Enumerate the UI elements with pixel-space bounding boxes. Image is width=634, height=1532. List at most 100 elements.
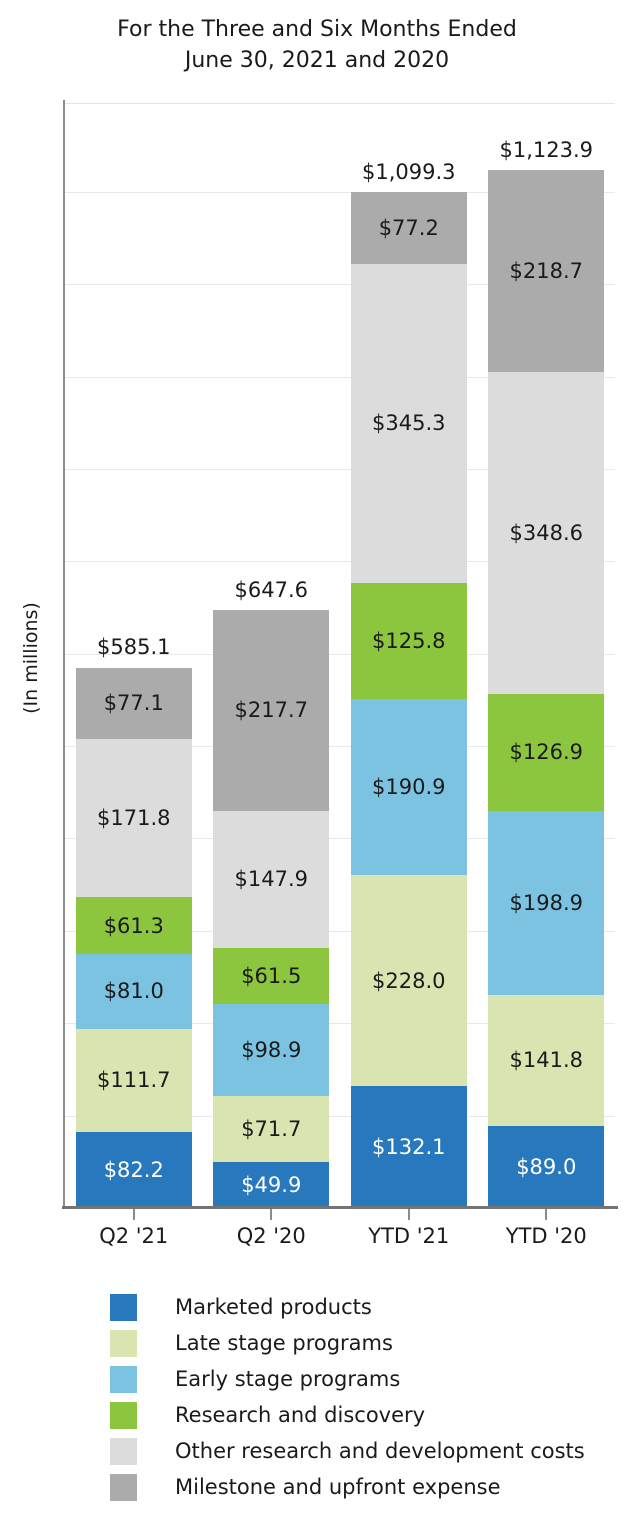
legend-swatch [110, 1437, 137, 1465]
legend-swatch [110, 1473, 137, 1501]
legend-swatch [110, 1329, 137, 1357]
bar-segment: $218.7 [488, 169, 605, 372]
gridline [65, 284, 615, 286]
gridline [65, 191, 615, 193]
chart-title: For the Three and Six Months Ended June … [0, 14, 634, 76]
legend-item: Late stage programs [110, 1325, 585, 1361]
legend-swatch [110, 1365, 137, 1393]
bar: $89.0 $141.8 $198.9 $126.9 $348.6 $218.7 [488, 169, 605, 1208]
bar-segment: $217.7 [213, 609, 330, 811]
bar-total-label: $1,123.9 [499, 137, 594, 162]
x-axis-tick [407, 1209, 410, 1220]
segment-value-label: $345.3 [372, 411, 446, 436]
legend-item-label: Early stage programs [175, 1367, 401, 1391]
legend-item: Early stage programs [110, 1361, 585, 1397]
segment-value-label: $82.2 [103, 1158, 164, 1183]
segment-value-label: $218.7 [509, 258, 583, 283]
bar: $132.1 $228.0 $190.9 $125.8 $345.3 $77.2 [350, 192, 467, 1208]
bar-segment: $348.6 [488, 371, 605, 694]
segment-value-label: $198.9 [509, 890, 583, 915]
legend-item-label: Marketed products [175, 1295, 372, 1319]
segment-value-label: $77.2 [378, 216, 439, 241]
gridline [65, 653, 615, 655]
x-axis-tick [545, 1209, 548, 1220]
bar-segment: $98.9 [213, 1004, 330, 1096]
plot-area: $82.2 $111.7 $81.0 $61.3 $171.8 $77.1 $585.1 $4… [65, 103, 615, 1208]
bar-segment: $141.8 [488, 994, 605, 1126]
chart-title-line2: June 30, 2021 and 2020 [184, 48, 450, 73]
bar-segment: $89.0 [488, 1125, 605, 1208]
y-axis-label: (In millions) [20, 602, 42, 714]
legend-item: Other research and development costs [110, 1433, 585, 1469]
segment-value-label: $190.9 [372, 775, 446, 800]
bar: $82.2 $111.7 $81.0 $61.3 $171.8 $77.1 [75, 667, 192, 1208]
gridline [65, 746, 615, 748]
bar-segment: $198.9 [488, 811, 605, 995]
legend-swatch [110, 1401, 137, 1429]
bar-total-label: $585.1 [97, 635, 171, 660]
bar-segment: $81.0 [75, 954, 192, 1029]
bar-segment: $71.7 [213, 1095, 330, 1162]
x-axis-tick [270, 1209, 273, 1220]
y-axis-spine [63, 100, 65, 1207]
legend-item-label: Other research and development costs [175, 1439, 585, 1463]
segment-value-label: $125.8 [372, 628, 446, 653]
legend-item: Milestone and upfront expense [110, 1469, 585, 1505]
segment-value-label: $61.5 [241, 963, 302, 988]
bar-segment: $49.9 [213, 1161, 330, 1208]
bar-segment: $77.2 [350, 192, 467, 264]
bar-segment: $345.3 [350, 263, 467, 583]
segment-value-label: $126.9 [509, 740, 583, 765]
bar-segment: $190.9 [350, 698, 467, 876]
bar: $49.9 $71.7 $98.9 $61.5 $147.9 $217.7 [213, 609, 330, 1208]
gridline [65, 376, 615, 378]
segment-value-label: $49.9 [241, 1172, 302, 1197]
x-axis-label: Q2 '21 [99, 1224, 169, 1248]
bar-segment: $228.0 [350, 875, 467, 1086]
chart-title-line1: For the Three and Six Months Ended [117, 17, 517, 42]
segment-value-label: $71.7 [241, 1116, 302, 1141]
legend-item: Research and discovery [110, 1397, 585, 1433]
bar-segment: $61.5 [213, 947, 330, 1005]
gridline [65, 838, 615, 840]
segment-value-label: $171.8 [97, 806, 171, 831]
segment-value-label: $61.3 [103, 913, 164, 938]
gridline [65, 468, 615, 470]
gridline [65, 930, 615, 932]
segment-value-label: $98.9 [241, 1037, 302, 1062]
segment-value-label: $228.0 [372, 968, 446, 993]
legend-item-label: Research and discovery [175, 1403, 426, 1427]
segment-value-label: $348.6 [509, 520, 583, 545]
gridline [65, 1115, 615, 1117]
bar-segment: $111.7 [75, 1028, 192, 1133]
bar-segment: $147.9 [213, 810, 330, 948]
gridline [65, 561, 615, 563]
legend-item: Marketed products [110, 1289, 585, 1325]
segment-value-label: $81.0 [103, 979, 164, 1004]
bar-total-label: $647.6 [234, 577, 308, 602]
bar-total-label: $1,099.3 [361, 160, 456, 185]
legend-item-label: Milestone and upfront expense [175, 1475, 501, 1499]
bar-segment: $82.2 [75, 1132, 192, 1208]
legend-item-label: Late stage programs [175, 1331, 393, 1355]
gridline [65, 1023, 615, 1025]
bar-segment: $132.1 [350, 1085, 467, 1208]
bar-segment: $171.8 [75, 738, 192, 898]
segment-value-label: $111.7 [97, 1068, 171, 1093]
bar-segment: $126.9 [488, 693, 605, 812]
segment-value-label: $89.0 [516, 1154, 577, 1179]
x-axis-line [62, 1206, 618, 1209]
x-axis-label: YTD '21 [368, 1224, 450, 1248]
bar-segment: $77.1 [75, 667, 192, 739]
bar-segment: $61.3 [75, 897, 192, 955]
segment-value-label: $141.8 [509, 1048, 583, 1073]
segment-value-label: $147.9 [234, 867, 308, 892]
segment-value-label: $217.7 [234, 698, 308, 723]
segment-value-label: $77.1 [103, 691, 164, 716]
segment-value-label: $132.1 [372, 1134, 446, 1159]
x-axis-label: Q2 '20 [236, 1224, 306, 1248]
x-axis-tick [132, 1209, 135, 1220]
x-axis-label: YTD '20 [505, 1224, 587, 1248]
legend-swatch [110, 1293, 137, 1321]
